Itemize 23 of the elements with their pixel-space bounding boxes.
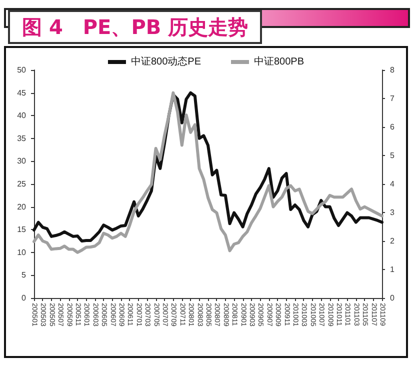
y-tick-label: 30 <box>17 156 27 166</box>
y2-tick-label: 8 <box>390 66 395 74</box>
y-tick-label: 25 <box>17 180 27 188</box>
y-tick-label: 45 <box>17 88 27 98</box>
y-tick-label: 5 <box>22 270 27 280</box>
y-tick-label: 10 <box>17 248 27 257</box>
y2-tick-label: 3 <box>390 208 395 217</box>
y-tick-label: 50 <box>17 66 27 74</box>
y2-tick-label: 7 <box>390 94 395 103</box>
y2-tick-label: 2 <box>390 236 395 246</box>
legend-label: 中证800PB <box>254 56 304 68</box>
chart-title: 图 4 PE、PB 历史走势 <box>8 10 262 44</box>
y2-tick-label: 1 <box>390 265 395 274</box>
y-tick-label: 35 <box>17 134 27 143</box>
y2-tick-label: 4 <box>390 180 395 188</box>
y2-tick-label: 6 <box>390 122 395 132</box>
y2-tick-label: 5 <box>390 151 395 160</box>
y-tick-label: 15 <box>17 225 27 234</box>
y2-tick-label: 0 <box>390 294 395 302</box>
y-tick-label: 0 <box>22 294 27 302</box>
y-tick-label: 40 <box>17 111 27 120</box>
y-tick-label: 20 <box>17 202 27 212</box>
legend-label: 中证800动态PE <box>130 56 202 68</box>
